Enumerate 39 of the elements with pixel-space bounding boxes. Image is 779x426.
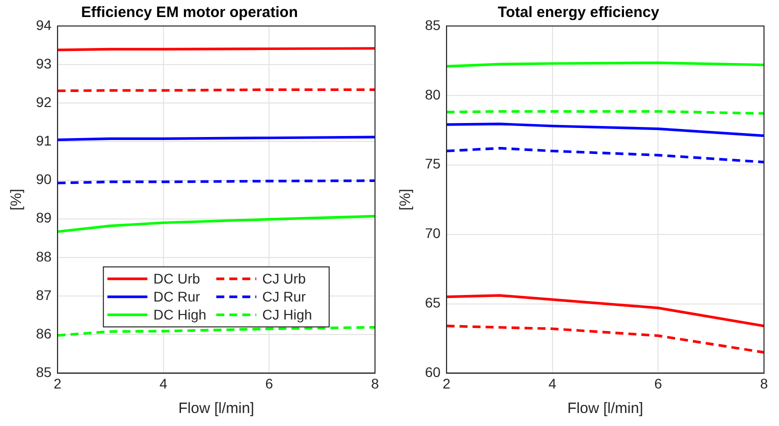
x-tick-label: 2 bbox=[54, 375, 62, 392]
y-tick-label: 93 bbox=[36, 55, 52, 72]
x-tick-label: 4 bbox=[548, 375, 556, 392]
y-tick-label: 90 bbox=[36, 171, 52, 188]
x-axis-title: Flow [l/min] bbox=[567, 400, 644, 418]
y-tick-label: 94 bbox=[36, 16, 52, 33]
y-tick-label: 60 bbox=[424, 364, 441, 380]
legend-label: DC High bbox=[153, 306, 206, 323]
y-tick-label: 86 bbox=[36, 325, 52, 342]
x-tick-label: 4 bbox=[159, 375, 168, 392]
y-tick-label: 89 bbox=[36, 210, 52, 226]
y-tick-label: 65 bbox=[424, 294, 441, 311]
y-tick-label: 91 bbox=[36, 132, 52, 149]
y-tick-label: 70 bbox=[424, 225, 441, 242]
y-tick-label: 85 bbox=[36, 364, 52, 380]
x-axis-title: Flow [l/min] bbox=[178, 400, 254, 418]
y-tick-label: 75 bbox=[424, 156, 441, 172]
y-axis-title: [%] bbox=[397, 188, 414, 210]
legend-label: CJ Urb bbox=[262, 270, 306, 287]
legend-label: CJ High bbox=[262, 306, 312, 323]
y-tick-label: 88 bbox=[36, 248, 52, 264]
x-tick-label: 8 bbox=[371, 375, 380, 392]
chart-title: Total energy efficiency bbox=[498, 4, 660, 22]
x-tick-label: 6 bbox=[654, 375, 662, 392]
line-series bbox=[446, 324, 764, 354]
line-series bbox=[58, 326, 375, 337]
line-series bbox=[446, 146, 764, 164]
legend-label: DC Rur bbox=[153, 288, 200, 305]
x-tick-label: 6 bbox=[265, 375, 274, 392]
legend-label: CJ Rur bbox=[262, 288, 306, 305]
chart-title: Efficiency EM motor operation bbox=[81, 4, 298, 22]
y-axis-title: [%] bbox=[8, 188, 26, 210]
y-tick-label: 80 bbox=[424, 86, 441, 102]
x-tick-label: 8 bbox=[760, 375, 768, 392]
x-tick-label: 2 bbox=[442, 375, 451, 392]
y-tick-label: 87 bbox=[36, 286, 52, 303]
y-tick-label: 92 bbox=[36, 94, 52, 110]
legend-label: DC Urb bbox=[153, 270, 200, 287]
y-tick-label: 85 bbox=[424, 16, 441, 33]
